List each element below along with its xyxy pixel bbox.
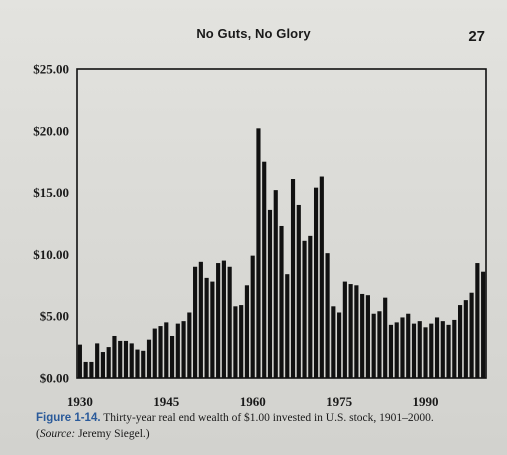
bar-1971 [313, 187, 319, 378]
bar-1958 [239, 305, 244, 378]
x-tick-label: 1990 [413, 394, 439, 409]
bar-1947 [175, 323, 180, 378]
y-tick-label: $5.00 [40, 309, 69, 324]
bar-1994 [446, 324, 451, 378]
bar-1992 [434, 317, 440, 378]
bar-1931 [83, 361, 88, 378]
source-text: Jeremy Siegel.) [75, 428, 150, 440]
bar-1998 [469, 292, 474, 378]
bar-1972 [319, 176, 324, 378]
bar-1973 [325, 253, 330, 378]
bar-1999 [475, 263, 480, 378]
bar-1991 [429, 323, 434, 378]
y-tick-label: $0.00 [40, 371, 69, 386]
bar-1953 [210, 281, 215, 378]
bar-1982 [377, 311, 382, 378]
bar-1964 [273, 190, 278, 378]
bar-1960 [250, 255, 255, 378]
bar-1967 [290, 179, 296, 378]
bar-1937 [118, 340, 123, 378]
y-tick-label: $20.00 [33, 123, 69, 138]
x-tick-label: 1930 [67, 394, 93, 409]
bar-1944 [158, 326, 163, 378]
bar-1957 [233, 306, 238, 378]
bar-1985 [394, 322, 399, 378]
bar-1980 [365, 295, 370, 378]
bar-1988 [411, 323, 417, 378]
bar-1950 [193, 266, 198, 378]
y-tick-label: $15.00 [33, 185, 69, 200]
figure-caption: Figure 1-14. Thirty-year real end wealth… [36, 410, 501, 442]
bar-1977 [348, 284, 353, 378]
bar-1976 [342, 281, 347, 378]
bar-1979 [360, 293, 365, 378]
source-open-paren: ( [36, 428, 40, 440]
bar-1938 [123, 340, 129, 378]
bar-1993 [440, 321, 445, 378]
bar-1959 [244, 285, 250, 378]
bar-1949 [187, 312, 192, 378]
bar-1990 [423, 327, 428, 378]
bar-1962 [262, 161, 267, 378]
bar-2000 [481, 271, 486, 378]
bar-1975 [337, 312, 342, 378]
bar-1997 [463, 300, 468, 378]
bar-1932 [89, 361, 94, 378]
bar-1981 [371, 313, 376, 378]
bar-1930 [77, 344, 82, 378]
bar-1983 [383, 297, 388, 378]
bar-1966 [285, 274, 290, 378]
page-number: 27 [468, 28, 485, 45]
bar-1952 [204, 277, 209, 378]
bar-1969 [302, 240, 307, 378]
bar-1989 [417, 321, 422, 378]
bar-1943 [152, 328, 157, 378]
y-axis-labels: $0.00 $5.00 $10.00 $15.00 $20.00 $25.00 [33, 62, 69, 386]
bar-1939 [129, 343, 134, 378]
figure-caption-text: Thirty-year real end wealth of $1.00 inv… [103, 412, 434, 424]
bar-1974 [331, 306, 336, 378]
bar-1941 [141, 350, 146, 378]
source-label: Source: [39, 428, 76, 440]
bar-1996 [458, 305, 463, 378]
bar-1933 [95, 343, 100, 378]
x-axis-labels: 1930 1945 1960 1975 1990 [67, 394, 439, 409]
bar-1978 [354, 285, 359, 378]
bar-1963 [267, 209, 273, 378]
x-tick-label: 1975 [326, 394, 353, 409]
bar-1945 [164, 322, 169, 378]
y-tick-label: $25.00 [33, 62, 69, 77]
figure-label: Figure 1-14. [36, 412, 101, 424]
bar-1940 [135, 349, 140, 378]
bar-1946 [169, 335, 175, 378]
bar-1936 [112, 335, 117, 378]
x-tick-label: 1960 [240, 394, 266, 409]
bar-1951 [198, 261, 203, 378]
bar-1961 [256, 128, 261, 378]
bar-1965 [279, 225, 284, 378]
bars [77, 128, 486, 378]
running-head: No Guts, No Glory [196, 26, 311, 41]
bar-1986 [400, 317, 405, 378]
bar-1995 [452, 319, 457, 378]
x-tick-label: 1945 [153, 394, 180, 409]
bar-1948 [181, 321, 186, 378]
bar-1934 [100, 352, 105, 378]
bar-1942 [146, 339, 152, 378]
bar-1987 [406, 313, 411, 378]
bar-1954 [216, 263, 221, 378]
y-tick-label: $10.00 [33, 247, 69, 262]
bar-1970 [308, 235, 313, 378]
bar-1935 [106, 347, 111, 378]
bar-1968 [296, 204, 301, 378]
bar-1955 [221, 260, 226, 378]
bar-1984 [388, 324, 394, 378]
bar-1956 [227, 266, 232, 378]
plot-frame [76, 68, 487, 379]
